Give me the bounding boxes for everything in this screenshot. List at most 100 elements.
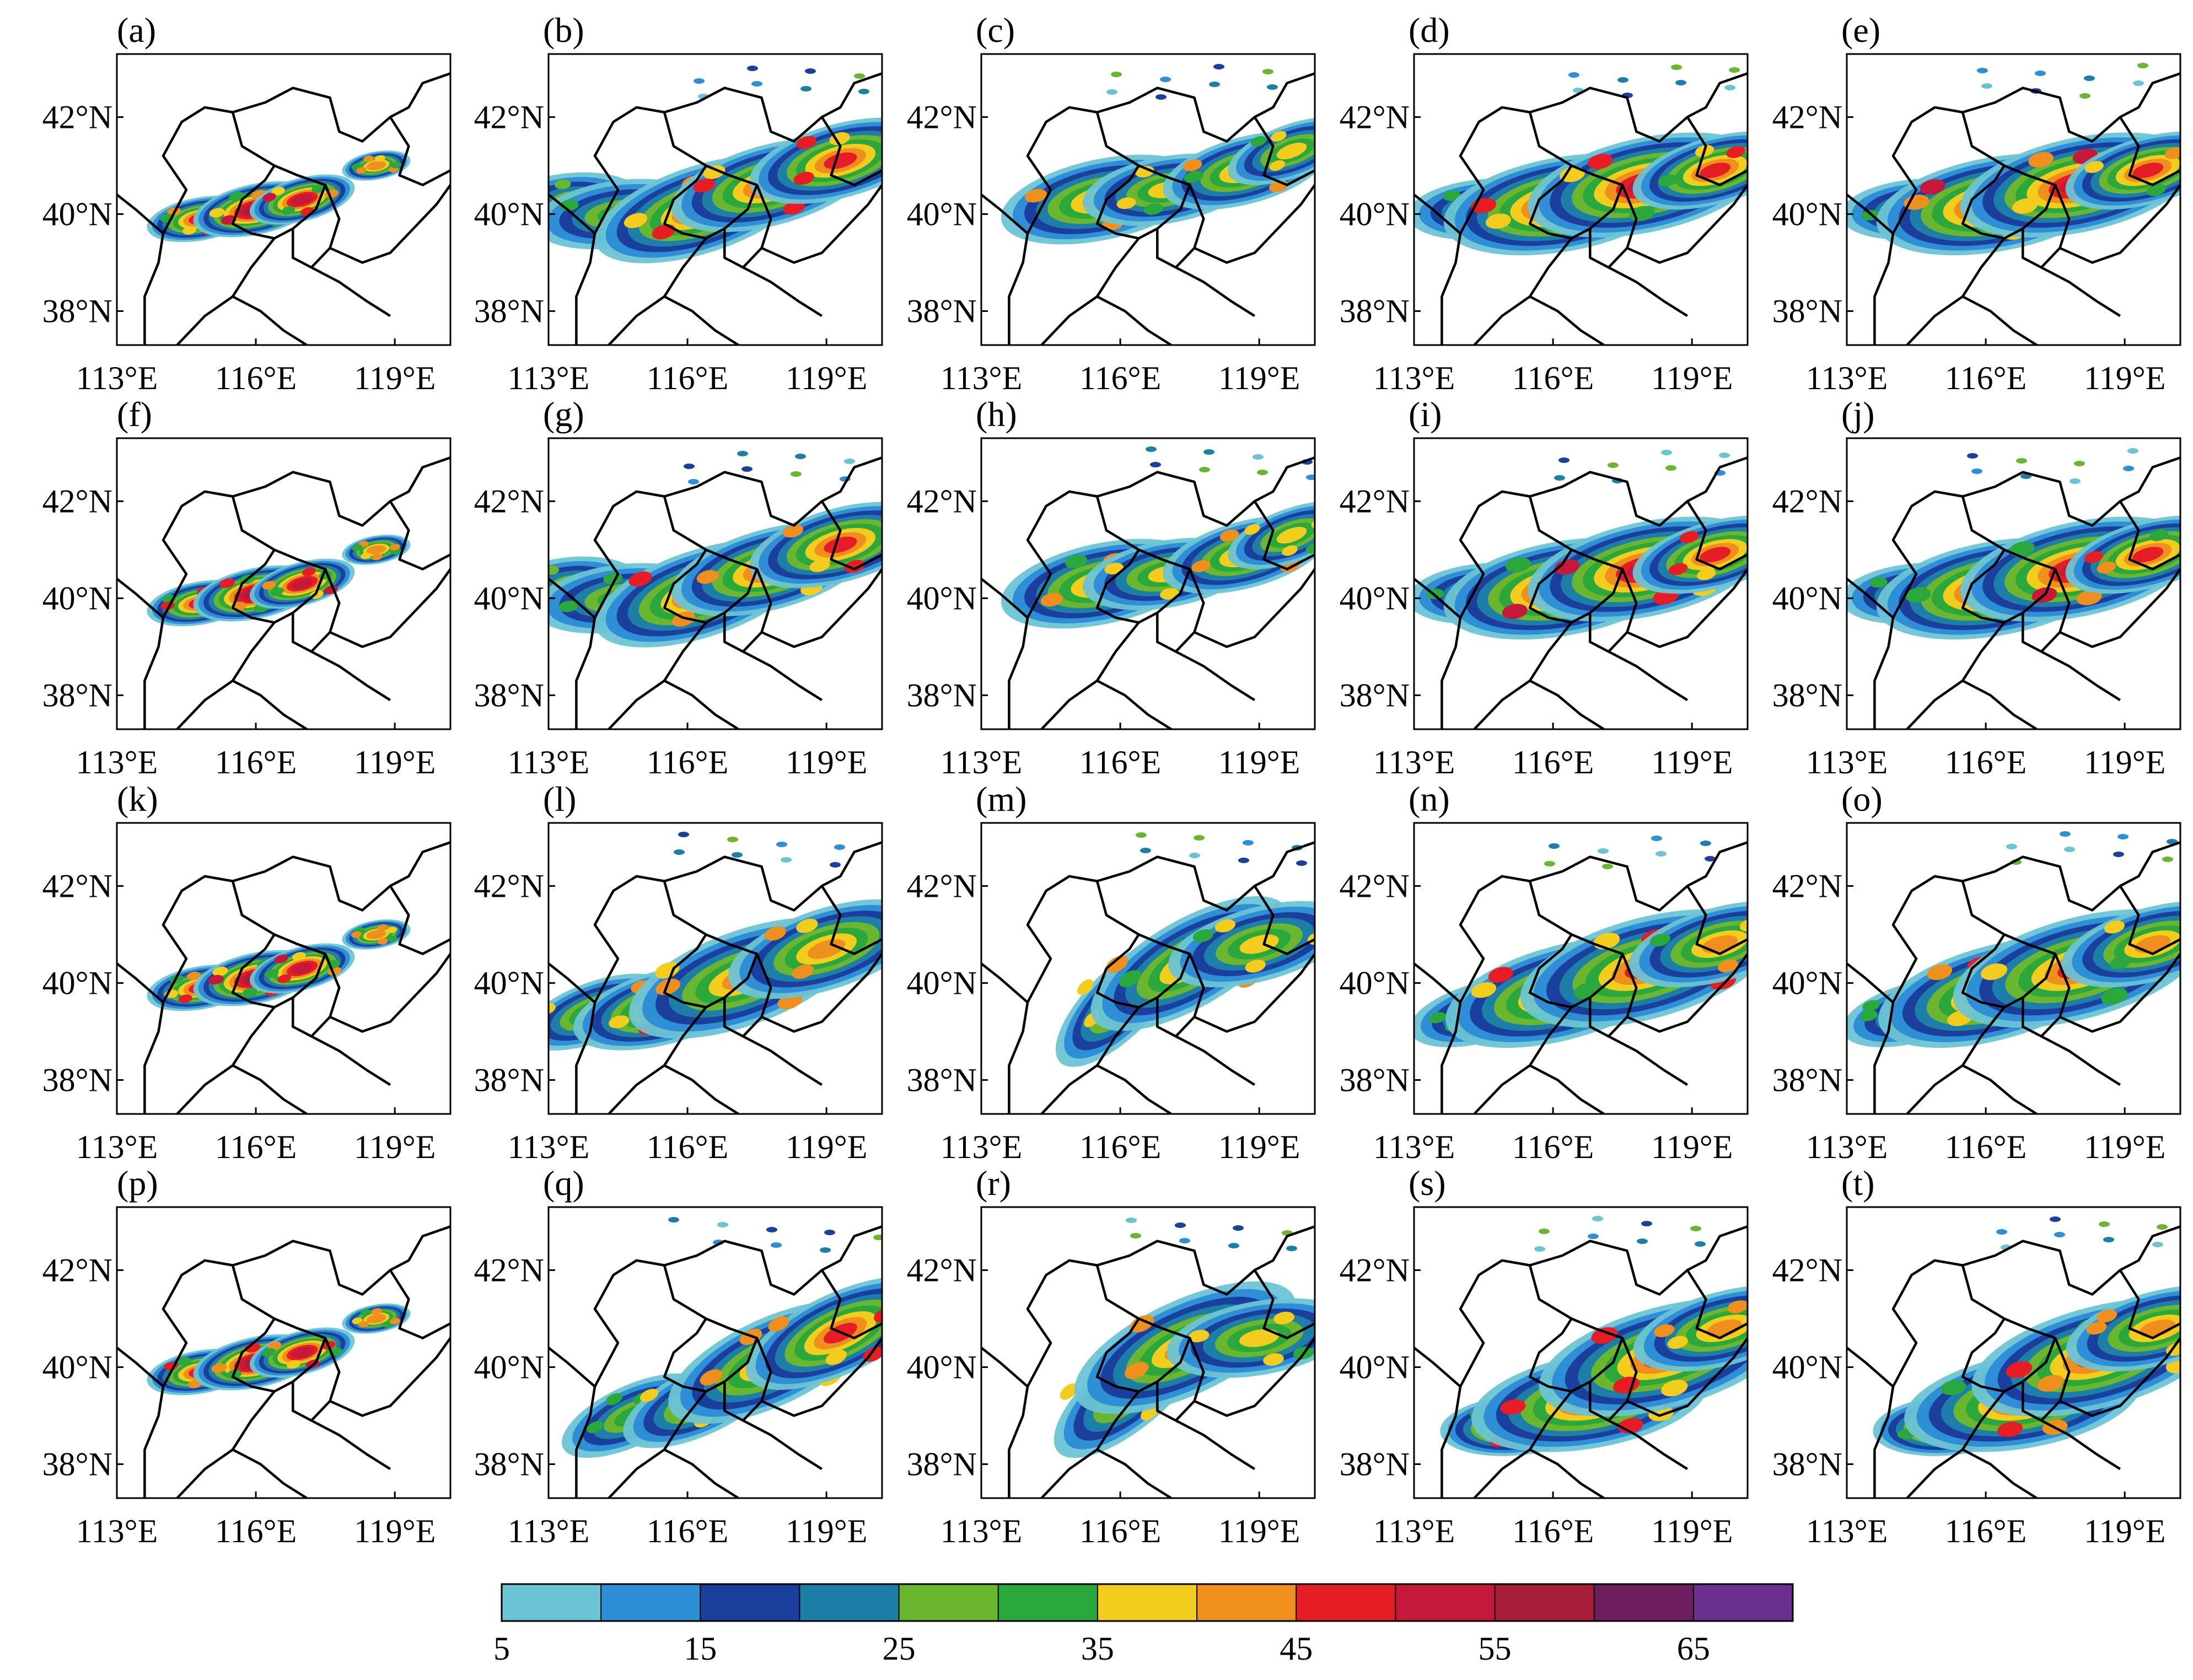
echo-cell — [286, 1360, 300, 1369]
echo-cell — [880, 940, 906, 960]
echo-speckle — [1705, 856, 1716, 861]
y-tick-label: 42°N — [474, 99, 544, 135]
echo-cell — [358, 1321, 369, 1328]
echo-speckle — [1296, 860, 1307, 866]
reflectivity-field — [1847, 823, 2180, 1114]
colorbar-swatch — [1693, 1584, 1793, 1621]
x-tick-label: 113°E — [76, 360, 158, 396]
reflectivity-field — [117, 54, 450, 345]
echo-speckle — [1126, 1218, 1137, 1223]
y-tick-label: 40°N — [474, 1349, 544, 1385]
x-tick-label: 113°E — [508, 1513, 589, 1549]
echo-cell — [1077, 979, 1094, 995]
echo-speckle — [1665, 465, 1676, 471]
echo-cell — [1325, 144, 1343, 158]
echo-speckle — [747, 66, 758, 71]
echo-cell — [655, 962, 680, 979]
echo-speckle — [1199, 467, 1210, 472]
echo-cell — [1188, 1329, 1210, 1343]
x-tick-label: 113°E — [1806, 360, 1888, 396]
echo-cell — [1727, 1300, 1748, 1313]
echo-cell — [209, 208, 225, 218]
y-tick-label: 42°N — [42, 1252, 112, 1288]
echo-cell — [352, 1317, 363, 1324]
echo-cell — [1500, 1399, 1526, 1415]
echo-speckle — [1981, 83, 1992, 89]
echo-speckle — [1729, 67, 1740, 73]
echo-speckle — [741, 466, 752, 472]
echo-cell — [1591, 1327, 1618, 1344]
echo-contour — [1239, 934, 1279, 954]
echo-speckle — [727, 837, 738, 842]
panel-frame — [980, 437, 1316, 730]
panel-label: (m) — [976, 779, 1026, 819]
colorbar-swatch — [1097, 1584, 1197, 1621]
panel-frame — [116, 1206, 452, 1499]
echo-cell — [1739, 918, 1748, 932]
echo-speckle — [732, 852, 743, 858]
echo-speckle — [1675, 80, 1686, 85]
province-borders — [549, 841, 882, 1114]
panel-frame — [1846, 53, 2181, 346]
x-tick-label: 116°E — [1945, 360, 2027, 396]
echo-speckle — [717, 1222, 728, 1227]
echo-contour — [367, 545, 386, 554]
echo-cell — [1471, 982, 1497, 998]
echo-cell — [1941, 1380, 1966, 1396]
echo-cell — [389, 543, 400, 551]
echo-cell — [270, 587, 284, 596]
echo-cell — [1143, 203, 1163, 215]
province-borders — [981, 1225, 1315, 1498]
echo-contour — [291, 962, 313, 974]
map-panel: (k) 113°E 116°E 119°E 42°N 40°N 38°N — [42, 779, 452, 1165]
echo-speckle — [1719, 453, 1730, 458]
province-borders — [549, 456, 882, 729]
echo-cell — [549, 565, 560, 575]
colorbar-tick-label: 65 — [1677, 1630, 1710, 1667]
echo-cell — [1244, 524, 1260, 535]
y-tick-label: 38°N — [42, 1446, 112, 1482]
panel-label: (n) — [1409, 779, 1450, 819]
echo-speckle — [2006, 844, 2017, 849]
echo-speckle — [678, 832, 689, 837]
echo-cell — [262, 1348, 276, 1357]
echo-contour — [1276, 526, 1307, 544]
y-tick-label: 42°N — [1340, 1252, 1410, 1288]
province-borders — [117, 456, 450, 729]
y-tick-label: 40°N — [474, 965, 544, 1001]
y-tick-label: 42°N — [474, 868, 544, 904]
x-tick-label: 119°E — [786, 1513, 867, 1549]
reflectivity-field — [981, 438, 1315, 729]
echo-speckle — [1554, 475, 1565, 481]
map-panel: (h) 113°E 116°E 119°E 42°N 40°N 38°N — [907, 395, 1316, 780]
panel-label: (j) — [1841, 395, 1874, 434]
echo-speckle — [2060, 831, 2071, 837]
echo-speckle — [1971, 469, 1982, 474]
echo-cell — [1920, 179, 1945, 195]
echo-cell — [605, 1393, 622, 1406]
echo-cell — [2009, 541, 2035, 557]
echo-cell — [1305, 543, 1315, 554]
echo-cell — [782, 524, 804, 538]
echo-speckle — [1140, 848, 1151, 853]
echo-speckle — [1558, 457, 1570, 463]
echo-cell — [2006, 1361, 2033, 1379]
echo-speckle — [2137, 63, 2148, 68]
province-borders — [549, 72, 882, 345]
y-tick-label: 42°N — [1772, 868, 1842, 904]
echo-speckle — [1106, 89, 1117, 95]
echo-cell — [386, 935, 397, 943]
echo-cell — [302, 567, 316, 577]
y-tick-label: 42°N — [1340, 99, 1410, 135]
echo-cell — [587, 1421, 604, 1434]
y-tick-label: 40°N — [907, 1349, 977, 1385]
echo-cell — [386, 927, 397, 934]
echo-cell — [262, 193, 276, 202]
echo-cell — [1104, 563, 1124, 575]
panel-label: (a) — [117, 10, 156, 50]
x-tick-label: 119°E — [2084, 744, 2165, 780]
x-tick-label: 113°E — [76, 744, 158, 780]
echo-speckle — [737, 451, 748, 456]
echo-cell — [1661, 1380, 1688, 1397]
echo-speckle — [1539, 1229, 1550, 1234]
